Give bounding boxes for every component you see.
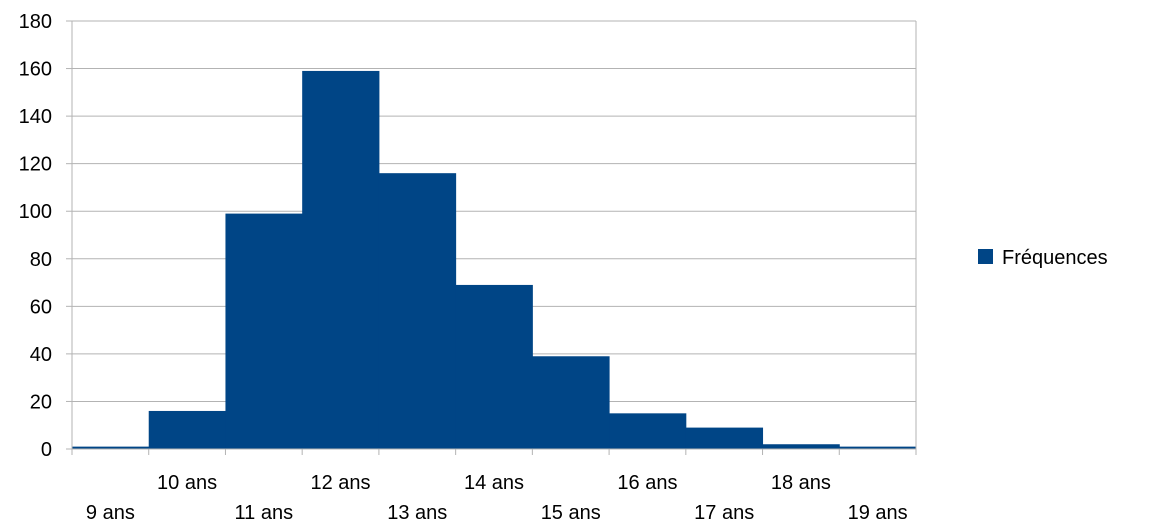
y-tick-labels: 0 20 40 60 80 100 120 140 160 180 xyxy=(19,11,52,461)
x-tick-label: 16 ans xyxy=(617,472,677,494)
x-tick-label: 18 ans xyxy=(771,472,831,494)
y-tick-label: 60 xyxy=(30,296,52,318)
bar xyxy=(839,446,917,449)
x-tick-label: 14 ans xyxy=(464,472,524,494)
bar xyxy=(302,70,380,449)
y-tick-label: 160 xyxy=(19,59,52,81)
bar xyxy=(685,427,764,449)
x-tick-label: 9 ans xyxy=(86,502,135,523)
bar xyxy=(225,213,303,449)
bar xyxy=(532,356,610,449)
x-tick-label: 19 ans xyxy=(848,502,908,523)
bar xyxy=(762,444,840,449)
bar xyxy=(455,284,533,449)
legend-label-frequences: Fréquences xyxy=(1002,247,1108,269)
legend: Fréquences xyxy=(978,247,1108,269)
y-tick-label: 120 xyxy=(19,154,52,176)
x-tick-labels: 9 ans 10 ans 11 ans 12 ans 13 ans 14 ans 15 an… xyxy=(86,472,908,523)
y-tick-label: 80 xyxy=(30,249,52,271)
y-tick-label: 20 xyxy=(30,391,52,413)
x-tick-label: 10 ans xyxy=(157,472,217,494)
y-tick-label: 180 xyxy=(19,11,52,33)
bar xyxy=(72,446,150,449)
x-tick-label: 17 ans xyxy=(694,502,754,523)
bars xyxy=(72,70,917,449)
y-tick-label: 0 xyxy=(41,439,52,461)
x-tick-label: 15 ans xyxy=(541,502,601,523)
bar xyxy=(148,410,226,449)
x-tick-label: 13 ans xyxy=(387,502,447,523)
y-tick-label: 100 xyxy=(19,201,52,223)
bar xyxy=(378,173,457,449)
x-tick-label: 11 ans xyxy=(235,502,294,523)
y-tick-label: 40 xyxy=(30,344,52,366)
axes xyxy=(66,20,917,455)
gridlines xyxy=(72,20,916,402)
x-tick-label: 12 ans xyxy=(311,472,371,494)
bar xyxy=(609,413,687,449)
y-tick-label: 140 xyxy=(19,106,52,128)
legend-swatch-frequences xyxy=(978,249,993,264)
